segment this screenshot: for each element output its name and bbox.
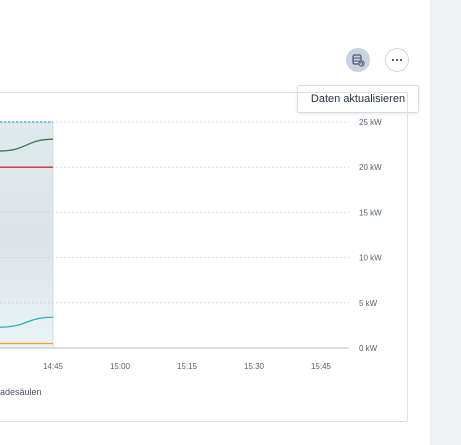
refresh-tooltip-text: Daten aktualisieren — [310, 93, 406, 105]
ellipsis-icon — [391, 58, 403, 62]
more-options-button[interactable] — [385, 48, 409, 72]
y-tick-label: 0 kW — [359, 344, 378, 353]
chart-shaded-area — [0, 122, 53, 348]
database-refresh-icon — [352, 54, 365, 67]
x-tick-label: 15:00 — [110, 362, 131, 371]
legend-label: adesäulen — [0, 387, 42, 397]
refresh-tooltip: Daten aktualisieren — [297, 85, 419, 113]
series-line — [0, 316, 54, 328]
y-tick-label: 25 kW — [359, 118, 382, 127]
power-chart: 0 kW 5 kW 10 kW 15 kW 20 kW 25 kW 14:45 15:00 15… — [0, 118, 382, 371]
y-tick-label: 20 kW — [359, 163, 382, 172]
refresh-data-button[interactable] — [346, 48, 370, 72]
series-line — [0, 138, 54, 152]
x-tick-label: 15:15 — [177, 362, 198, 371]
x-tick-label: 14:45 — [43, 362, 64, 371]
x-tick-label: 15:45 — [311, 362, 332, 371]
card: Daten aktualisieren 0 kW 5 kW 10 kW 15 kW 20… — [0, 0, 430, 445]
y-tick-label: 10 kW — [359, 254, 382, 263]
y-tick-label: 5 kW — [359, 299, 378, 308]
x-tick-label: 15:30 — [244, 362, 265, 371]
y-tick-label: 15 kW — [359, 208, 382, 217]
chart-panel — [0, 92, 408, 422]
